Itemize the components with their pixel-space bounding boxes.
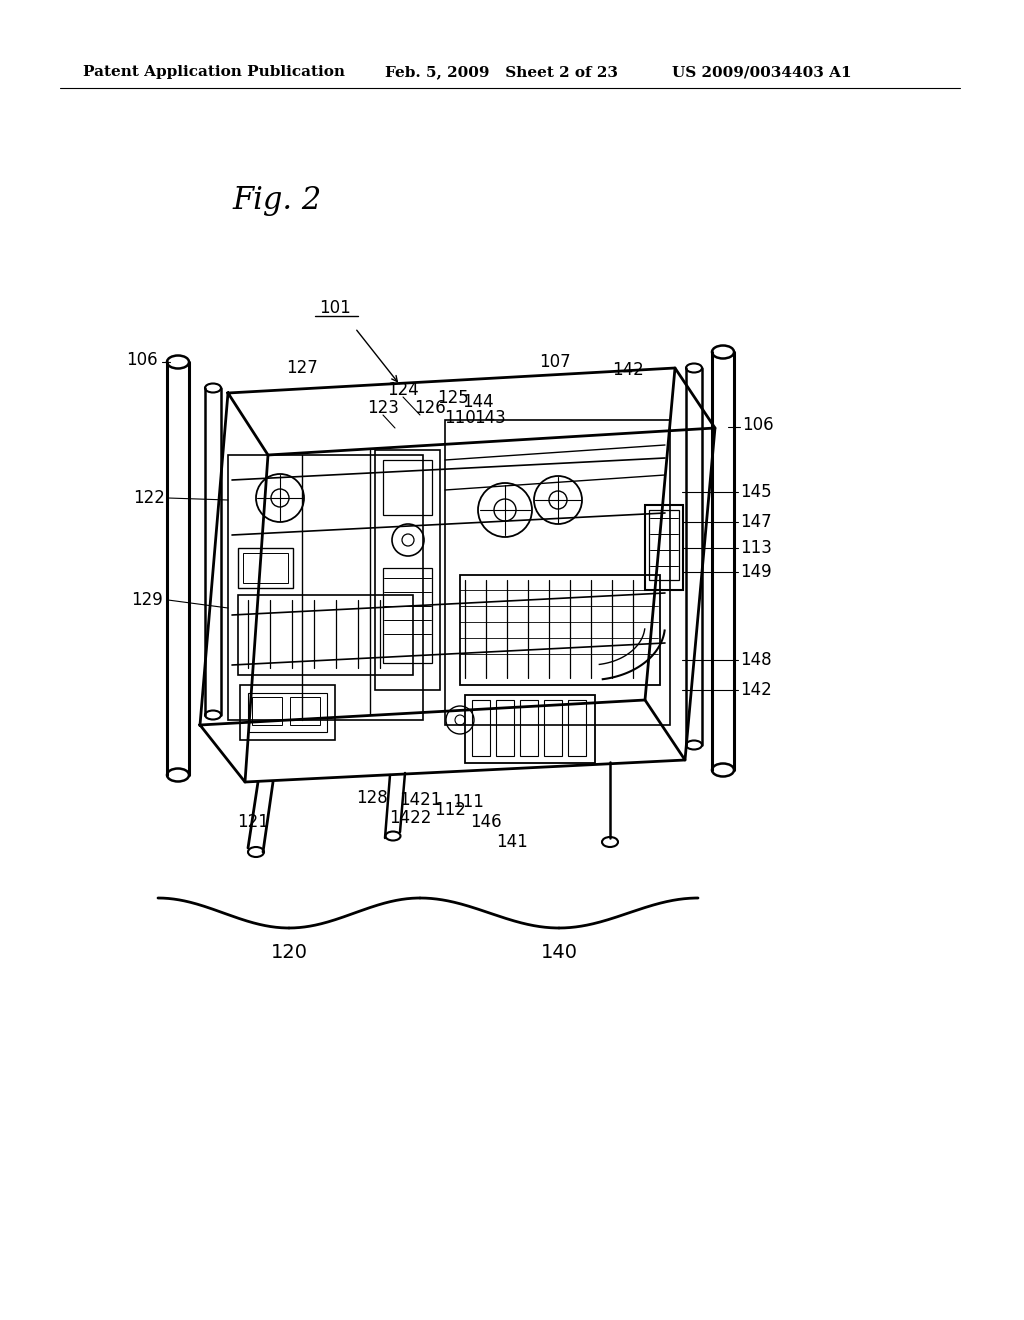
- Bar: [252, 697, 282, 725]
- Text: Fig. 2: Fig. 2: [232, 185, 322, 215]
- Bar: [445, 420, 670, 725]
- Bar: [544, 700, 562, 756]
- Text: 140: 140: [541, 942, 578, 961]
- Text: 125: 125: [437, 389, 469, 407]
- Bar: [383, 568, 432, 663]
- Bar: [290, 697, 319, 725]
- Text: 1422: 1422: [389, 809, 431, 828]
- Text: 142: 142: [612, 360, 644, 379]
- Bar: [645, 506, 683, 590]
- Text: 106: 106: [742, 416, 773, 434]
- Text: Feb. 5, 2009   Sheet 2 of 23: Feb. 5, 2009 Sheet 2 of 23: [385, 65, 618, 79]
- Bar: [472, 700, 490, 756]
- Text: 124: 124: [387, 381, 419, 399]
- Text: 148: 148: [740, 651, 772, 669]
- Bar: [496, 700, 514, 756]
- Text: 127: 127: [286, 359, 317, 378]
- Bar: [520, 700, 538, 756]
- Text: 122: 122: [133, 488, 165, 507]
- Bar: [465, 696, 595, 763]
- Text: 112: 112: [434, 801, 466, 818]
- Text: 123: 123: [367, 399, 399, 417]
- Text: 110: 110: [444, 409, 476, 426]
- Text: 111: 111: [452, 793, 484, 810]
- Text: 107: 107: [540, 352, 570, 371]
- Text: 101: 101: [319, 300, 351, 317]
- Text: 129: 129: [131, 591, 163, 609]
- Text: 142: 142: [740, 681, 772, 700]
- Text: 121: 121: [238, 813, 269, 832]
- Text: 113: 113: [740, 539, 772, 557]
- Bar: [375, 450, 440, 690]
- Text: 146: 146: [470, 813, 502, 832]
- Text: 144: 144: [462, 393, 494, 411]
- Bar: [460, 576, 660, 685]
- Bar: [243, 553, 288, 583]
- Bar: [240, 685, 335, 741]
- Text: 106: 106: [126, 351, 158, 370]
- Text: 141: 141: [496, 833, 528, 851]
- Bar: [248, 693, 327, 733]
- Text: Patent Application Publication: Patent Application Publication: [83, 65, 345, 79]
- Bar: [568, 700, 586, 756]
- Bar: [383, 459, 432, 515]
- Text: US 2009/0034403 A1: US 2009/0034403 A1: [672, 65, 852, 79]
- Text: 145: 145: [740, 483, 772, 502]
- Text: 126: 126: [414, 399, 445, 417]
- Bar: [228, 455, 423, 719]
- Text: 1421: 1421: [398, 791, 441, 809]
- Bar: [649, 510, 679, 579]
- Text: 149: 149: [740, 564, 772, 581]
- Text: 120: 120: [270, 942, 307, 961]
- Text: 147: 147: [740, 513, 772, 531]
- Text: 143: 143: [474, 409, 506, 426]
- Bar: [238, 595, 413, 675]
- Text: 128: 128: [356, 789, 388, 807]
- Bar: [238, 548, 293, 587]
